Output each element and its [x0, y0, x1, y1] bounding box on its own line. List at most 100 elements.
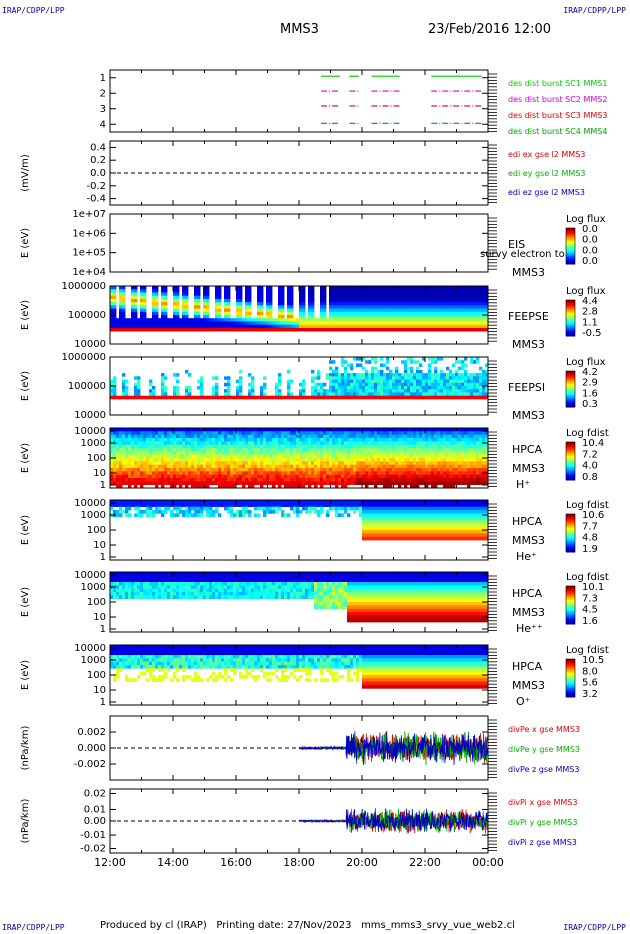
hpca_h-cell	[428, 474, 432, 479]
hpca_h-cell	[158, 431, 162, 435]
hpca_h-cell	[113, 444, 117, 449]
feeps_e-cell	[173, 305, 177, 309]
hpca_h-cell	[299, 461, 303, 465]
hpca_h-colorbar-cell	[566, 448, 575, 451]
hpca_h-cell	[332, 474, 336, 479]
feeps_i-colorbar-cell	[566, 397, 575, 399]
feeps_e-cell	[176, 327, 180, 332]
hpca_h-cell	[338, 428, 342, 432]
feeps_e-cell	[482, 311, 486, 316]
feeps_i-cell	[353, 373, 357, 377]
hpca_h-cell	[392, 451, 396, 455]
hpca_h-cell	[215, 451, 219, 455]
hpca_h-cell	[260, 461, 264, 465]
hpca_h-cell	[338, 454, 342, 459]
feeps_i-cell	[125, 389, 129, 393]
hpca_h-cell	[140, 458, 144, 462]
feeps_e-cell	[419, 318, 423, 322]
feeps_e-cell	[182, 311, 186, 316]
feeps_e-cell	[479, 315, 483, 319]
feeps_e-cell	[221, 327, 225, 332]
feeps_i-cell	[335, 382, 339, 387]
feeps_e-cell	[269, 286, 273, 290]
hpca_h-cell	[197, 454, 201, 459]
feeps_i-cell	[485, 373, 489, 377]
feeps_e-cell	[227, 311, 231, 316]
feeps_e-cell	[161, 305, 165, 309]
feeps_i-cell	[383, 389, 387, 393]
feeps_e-cell	[341, 286, 345, 290]
hpca_h-cell	[473, 454, 477, 459]
feeps_e-cell	[194, 298, 198, 303]
hpca_h-cell	[365, 431, 369, 435]
feeps_i-cell	[194, 395, 198, 400]
hpca_h-cell	[380, 451, 384, 455]
hpca_h-cell	[287, 444, 291, 449]
feeps_e-cell	[341, 302, 345, 306]
feeps_e-cell	[416, 324, 420, 329]
feeps_e-cell	[452, 302, 456, 306]
feeps_e-cell	[281, 315, 285, 319]
hpca_h-cell	[431, 441, 435, 445]
hpca_h-cell	[173, 484, 177, 489]
hpca_h-colorbar-cell	[566, 477, 575, 479]
feeps_i-cell	[359, 389, 363, 393]
feeps_e-cell	[353, 286, 357, 290]
hpca_h-cell	[122, 458, 126, 462]
feeps_e-cell	[155, 305, 159, 309]
hpca_h-cell	[212, 471, 216, 475]
hpca_h-heatmap	[110, 428, 489, 489]
feeps_e-cell	[407, 292, 411, 296]
feeps_e-cell	[356, 318, 360, 322]
feeps_e-cell	[194, 318, 198, 322]
hpca_h-cell	[260, 474, 264, 479]
hpca_h-cell	[464, 461, 468, 465]
feeps_i-cell	[275, 392, 279, 396]
feeps_e-cell	[449, 292, 453, 296]
feeps_i-cell	[347, 363, 351, 367]
feeps_e-cell	[224, 324, 228, 329]
feeps_i-cell	[383, 395, 387, 400]
hpca_h-cell	[245, 461, 249, 465]
feeps_e-cell	[338, 302, 342, 306]
feeps_e-cell	[404, 295, 408, 300]
feeps_i-cell	[356, 373, 360, 377]
hpca_h-cell	[464, 458, 468, 462]
hpca_h-cell	[398, 438, 402, 442]
hpca_h-colorbar-cell	[566, 449, 575, 452]
hpca_h-cell	[236, 468, 240, 472]
feeps_i-cell	[470, 386, 474, 390]
feeps_e-cell	[281, 305, 285, 309]
feeps_e-cell	[323, 324, 327, 329]
hpca_h-cell	[362, 441, 366, 445]
hpca_h-cell	[212, 434, 216, 439]
hpca_h-cell	[317, 448, 321, 452]
feeps_e-cell	[374, 318, 378, 322]
hpca_h-cell	[221, 438, 225, 442]
hpca_h-cell	[161, 458, 165, 462]
hpca_h-cell	[452, 461, 456, 465]
feeps_i-cell	[404, 376, 408, 380]
feeps_i-cell	[401, 389, 405, 393]
hpca_h-cell	[431, 484, 435, 489]
feeps_e-ytick-label: 1000000	[61, 281, 106, 292]
feeps_e-cell	[290, 292, 294, 296]
hpca_h-cell	[317, 474, 321, 479]
feeps_i-cell	[359, 379, 363, 384]
feeps_i-cell	[485, 363, 489, 367]
feeps_e-cell	[209, 324, 213, 329]
feeps_e-cell	[203, 324, 207, 329]
hpca_h-cell	[302, 471, 306, 475]
hpca_h-cell	[257, 434, 261, 439]
hpca_h-cell	[287, 434, 291, 439]
feeps_e-cell	[458, 308, 462, 313]
feeps_i-cell	[140, 395, 144, 400]
feeps_i-cell	[335, 366, 339, 371]
hpca_h-cell	[275, 431, 279, 435]
feeps_e-cell	[431, 289, 435, 293]
feeps_i-cell	[395, 366, 399, 371]
hpca_h-cell	[428, 451, 432, 455]
hpca_h-cell	[359, 461, 363, 465]
hpca_h-cell	[386, 444, 390, 449]
feeps_i-cell	[137, 379, 141, 384]
